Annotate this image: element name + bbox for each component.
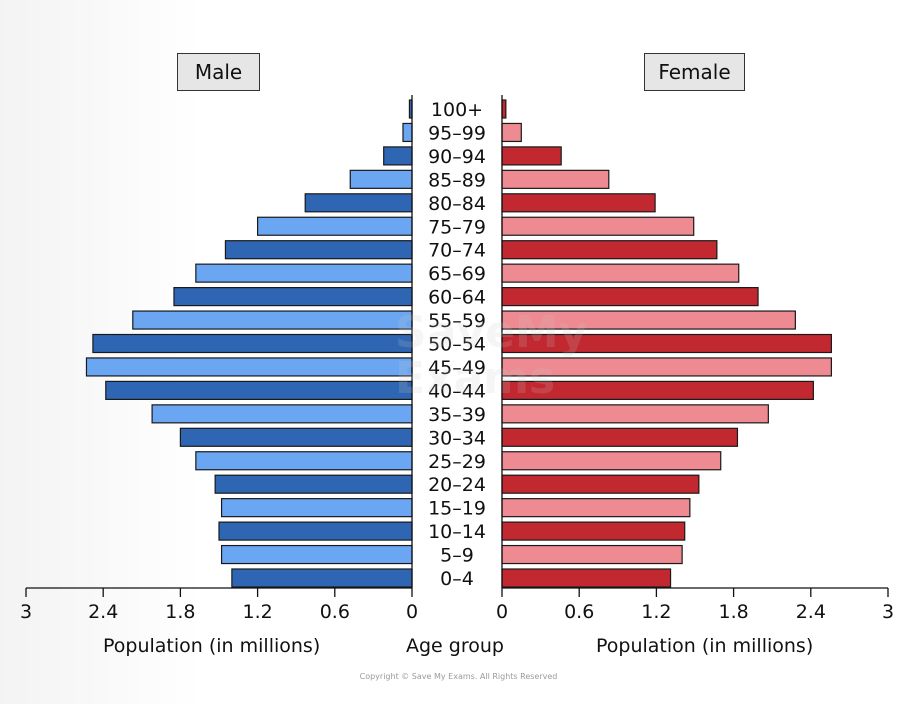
x-tick-label-0: 3 [20,601,32,623]
male-bar-30–34 [179,427,413,447]
age-label-5–9: 5–9 [440,545,474,567]
male-bar-70–74 [224,240,413,260]
male-bar-5–9 [220,544,413,565]
age-label-10–14: 10–14 [428,521,486,543]
age-group-labels: 0–45–910–1415–1920–2425–2930–3435–3940–4… [428,99,486,590]
female-bar-95–99 [501,122,522,143]
x-tick-label-9: 1.8 [718,601,748,623]
x-tick-label-4: 0.6 [320,601,350,623]
male-bar-90–94 [383,146,413,166]
female-bar-10–14 [501,521,686,541]
male-bar-45–49 [85,357,413,377]
male-label-box: Male [177,53,260,91]
female-bar-70–74 [501,240,718,260]
age-label-25–29: 25–29 [428,451,486,473]
male-bar-95–99 [402,122,413,143]
female-bar-25–29 [501,451,722,471]
female-bar-30–34 [501,427,739,447]
female-bar-60–64 [501,287,759,307]
age-label-60–64: 60–64 [428,287,486,309]
x-tick-label-7: 0.6 [564,601,594,623]
x-tick-label-8: 1.2 [641,601,671,623]
age-label-90–94: 90–94 [428,146,486,168]
female-bar-75–79 [501,216,695,236]
male-bar-60–64 [173,287,413,307]
female-bar-65–69 [501,263,740,283]
age-label-100+: 100+ [431,99,483,121]
male-bar-15–19 [220,498,413,518]
male-bar-65–69 [195,263,413,283]
female-bar-15–19 [501,498,691,518]
female-bar-20–24 [501,474,700,494]
age-label-30–34: 30–34 [428,427,486,449]
female-bar-5–9 [501,544,683,565]
x-tick-label-6: 0 [496,601,508,623]
female-bar-0–4 [501,568,672,588]
x-tick-label-10: 2.4 [796,601,826,623]
male-bar-80–84 [304,193,413,213]
age-label-75–79: 75–79 [428,216,486,238]
x-tick-label-2: 1.8 [165,601,195,623]
x-axis-label-female: Population (in millions) [596,635,814,657]
male-bar-25–29 [195,451,413,471]
x-tick-label-5: 0 [406,601,418,623]
age-label-15–19: 15–19 [428,498,486,520]
age-label-45–49: 45–49 [428,357,486,379]
x-axes: 3 2.4 1.8 1.2 0.6 0 0 0.6 1.2 1.8 2.4 3 [20,95,894,623]
female-bar-90–94 [501,146,562,166]
age-label-0–4: 0–4 [440,568,474,590]
female-bar-85–89 [501,169,610,189]
male-bars [85,99,413,588]
age-label-95–99: 95–99 [428,122,486,144]
age-label-40–44: 40–44 [428,380,486,402]
male-bar-20–24 [214,474,413,494]
male-bar-35–39 [151,404,413,424]
age-label-55–59: 55–59 [428,310,486,332]
copyright-text: Copyright © Save My Exams. All Rights Re… [359,672,558,681]
x-axis-label-male: Population (in millions) [103,635,321,657]
age-label-80–84: 80–84 [428,193,486,215]
male-bar-55–59 [132,310,413,330]
watermark: SaveMy Exams [395,307,588,404]
female-bars [501,99,832,588]
male-bar-50–54 [92,333,413,354]
male-bar-75–79 [257,216,413,236]
male-bar-10–14 [218,521,413,541]
age-label-35–39: 35–39 [428,404,486,426]
male-bar-40–44 [105,380,413,400]
x-tick-label-11: 3 [882,601,894,623]
age-label-85–89: 85–89 [428,169,486,191]
male-label: Male [194,60,243,84]
female-bar-35–39 [501,404,769,424]
female-label-box: Female [644,53,745,91]
male-bar-85–89 [349,169,413,189]
age-label-65–69: 65–69 [428,263,486,285]
male-bar-0–4 [231,568,413,588]
age-label-50–54: 50–54 [428,334,486,356]
age-label-20–24: 20–24 [428,474,486,496]
x-tick-label-1: 2.4 [88,601,118,623]
x-tick-label-3: 1.2 [242,601,272,623]
age-group-axis-label: Age group [406,635,504,657]
female-bar-80–84 [501,193,656,213]
female-label: Female [658,60,731,84]
age-label-70–74: 70–74 [428,240,486,262]
